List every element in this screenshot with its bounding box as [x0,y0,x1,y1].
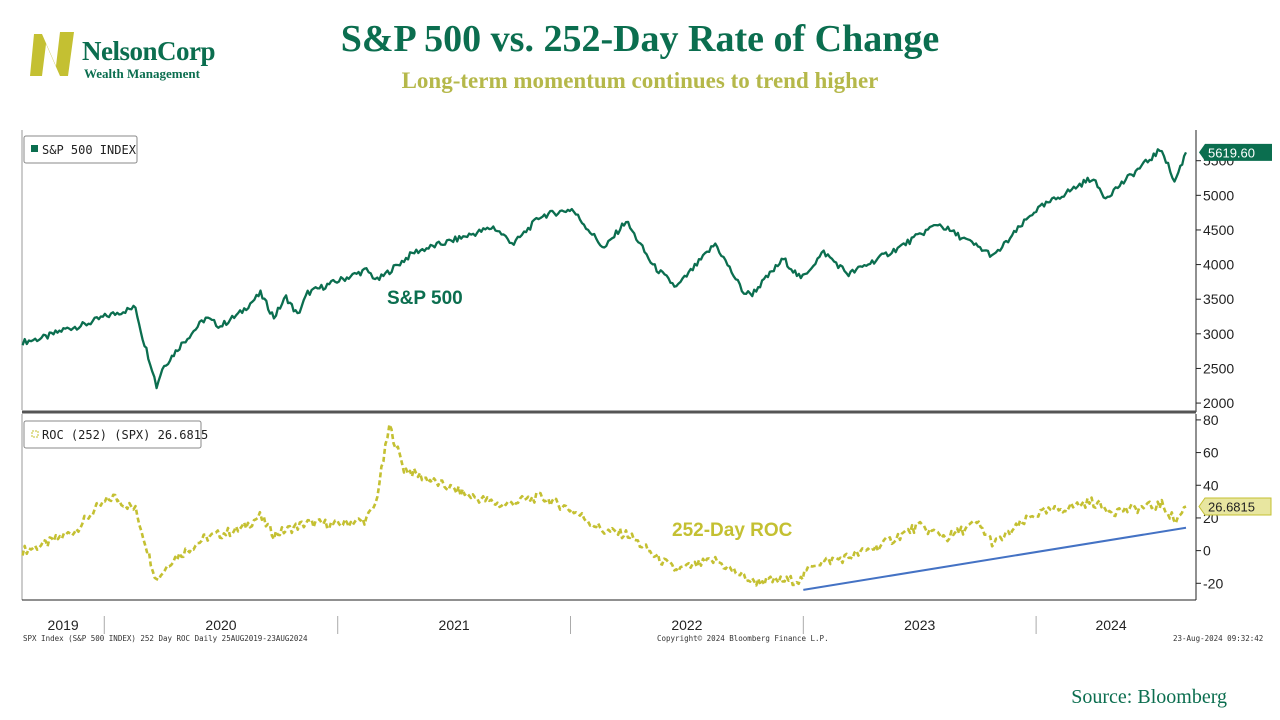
year-label: 2021 [439,617,470,633]
spx-ytick-label: 5000 [1203,187,1234,203]
spx-ytick-label: 3500 [1203,291,1234,307]
logo-name: NelsonCorp [82,36,216,66]
footer-right: 23-Aug-2024 09:32:42 [1173,634,1263,643]
chart-title: S&P 500 vs. 252-Day Rate of Change [340,18,940,60]
chart-subtitle: Long-term momentum continues to trend hi… [401,68,879,93]
roc-legend-swatch [31,430,39,438]
spx-series-line [21,148,1188,390]
company-logo: NelsonCorp Wealth Management [20,26,235,82]
logo-mark-icon [22,32,74,76]
roc-last-value: 26.6815 [1208,500,1255,515]
roc-series-line [21,423,1187,587]
spx-ytick-label: 2000 [1203,395,1234,411]
logo-subtitle: Wealth Management [84,66,200,81]
roc-trendline [803,526,1187,591]
spx-ytick-label: 3000 [1203,326,1234,342]
spx-legend: S&P 500 INDEX [23,135,138,164]
roc-ytick-label: -20 [1203,575,1223,591]
spx-ytick-label: 2500 [1203,360,1234,376]
year-label: 2019 [48,617,79,633]
year-label: 2023 [904,617,935,633]
spx-legend-label: S&P 500 INDEX [42,143,137,157]
footer-center: Copyright© 2024 Bloomberg Finance L.P. [657,634,829,643]
roc-annotation: 252-Day ROC [672,520,793,541]
roc-ytick-label: 80 [1203,412,1219,428]
spx-legend-swatch [31,145,38,152]
roc-legend-label: ROC (252) (SPX) 26.6815 [42,428,208,442]
roc-ytick-label: 0 [1203,543,1211,559]
footer-left: SPX Index (S&P 500 INDEX) 252 Day ROC Da… [23,634,308,643]
roc-ytick-label: 60 [1203,445,1219,461]
spx-last-value: 5619.60 [1208,145,1255,160]
roc-legend: ROC (252) (SPX) 26.6815 [23,420,208,449]
roc-ytick-label: 40 [1203,477,1219,493]
year-label: 2022 [671,617,702,633]
source-note: Source: Bloomberg [1071,686,1227,708]
spx-annotation: S&P 500 [387,288,463,309]
spx-last-value-badge: 5619.60 [1199,143,1272,161]
year-label: 2020 [205,617,236,633]
spx-ytick-label: 4000 [1203,257,1234,273]
spx-ytick-label: 4500 [1203,222,1234,238]
roc-last-value-badge: 26.6815 [1198,497,1272,516]
year-label: 2024 [1095,617,1126,633]
